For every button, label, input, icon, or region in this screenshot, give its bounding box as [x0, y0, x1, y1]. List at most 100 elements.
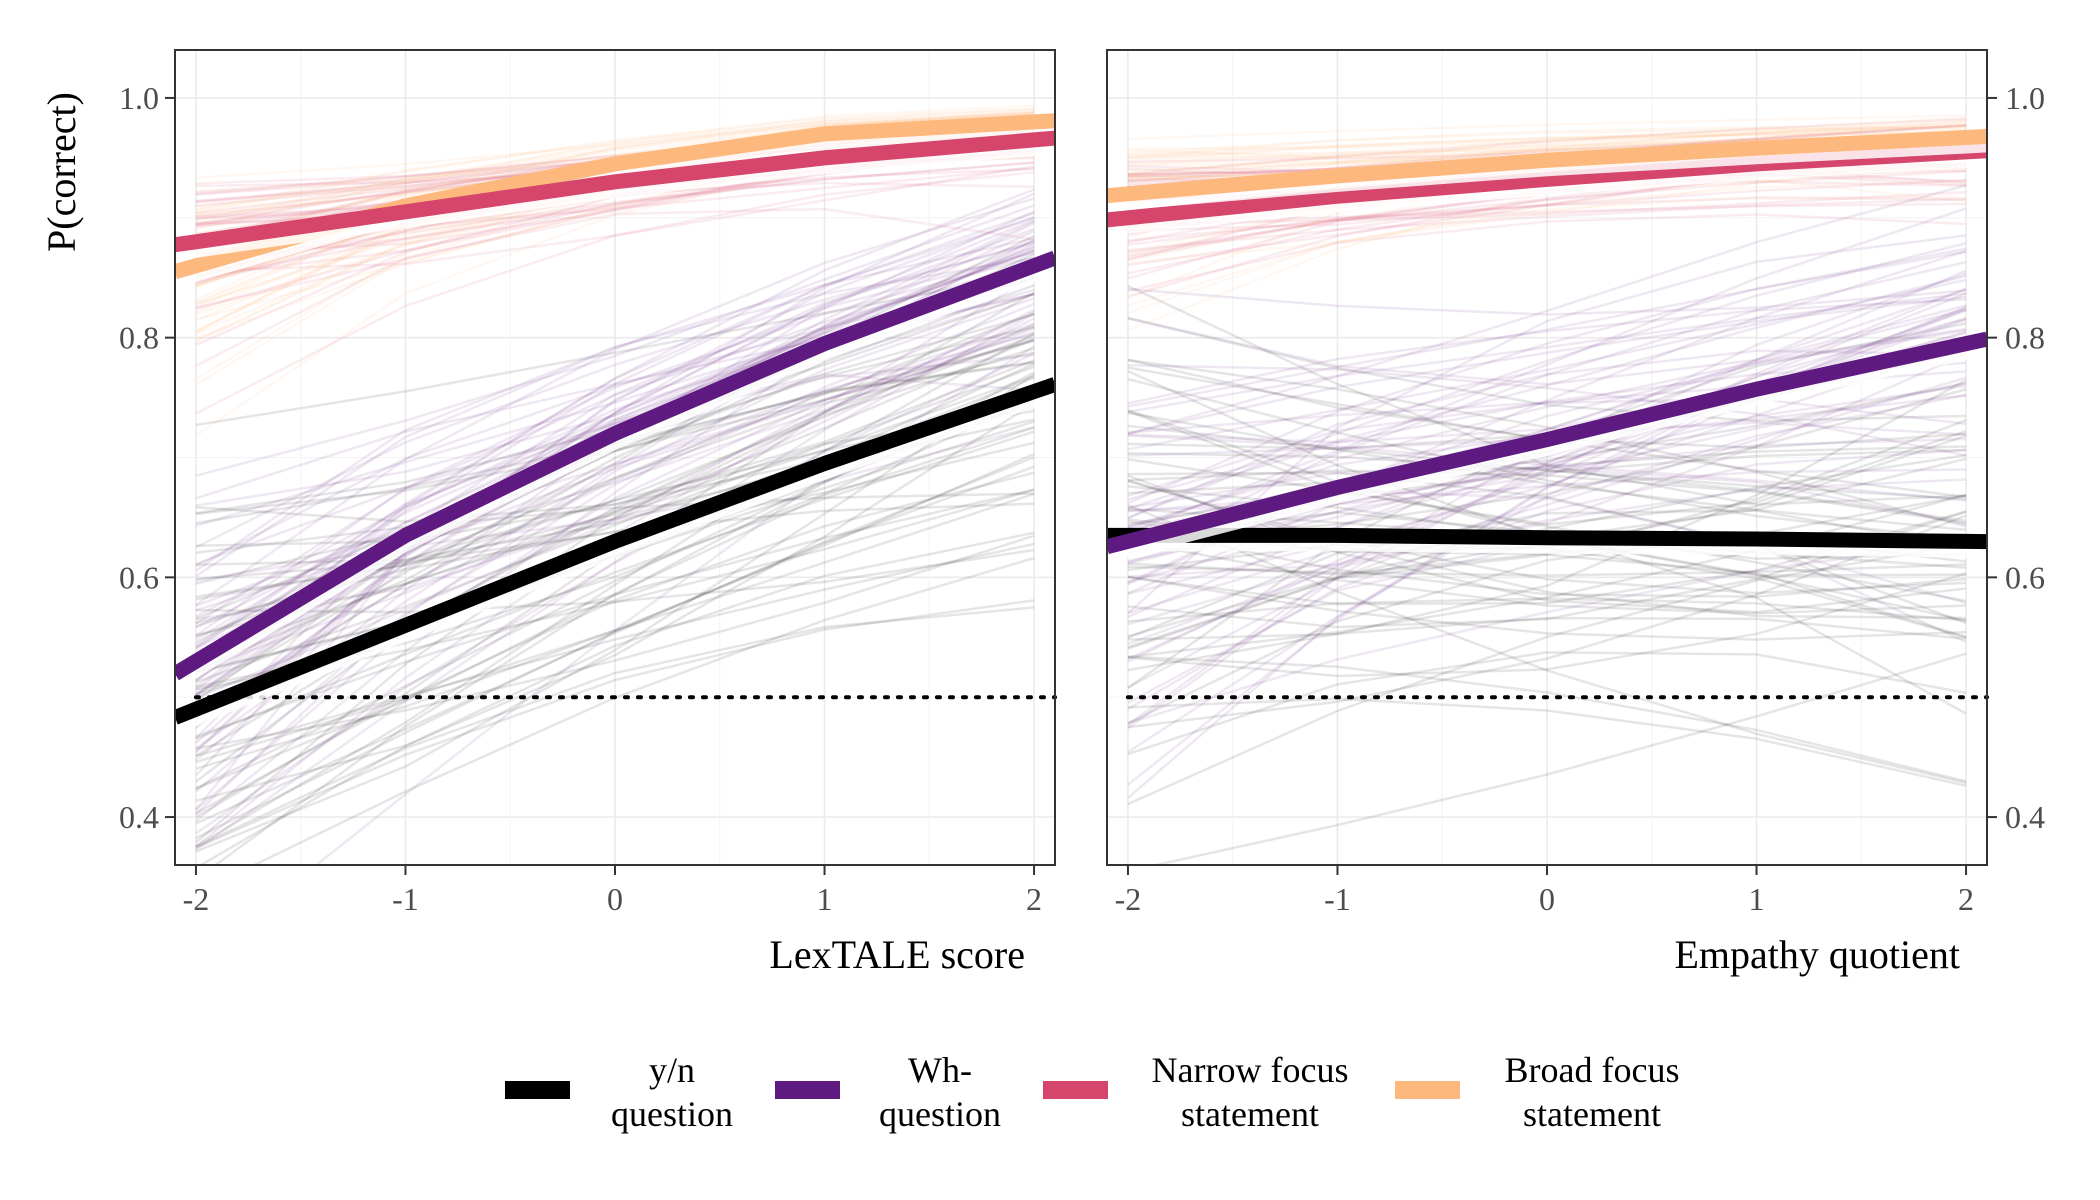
draw-line-wh [1127, 478, 1967, 646]
draw-line-yn [1127, 458, 1967, 603]
draw-line-yn [195, 492, 1035, 554]
draw-line-bf [1127, 128, 1967, 162]
draw-line-wh [1127, 292, 1967, 414]
draw-line-bf [195, 112, 1035, 179]
draw-line-wh [1127, 298, 1967, 405]
draw-line-yn [195, 465, 1035, 840]
y-tick-label: 0.8 [2005, 320, 2045, 356]
draw-line-wh [1127, 448, 1967, 711]
draw-line-nf [1127, 190, 1967, 227]
draw-line-wh [195, 352, 1035, 835]
draw-line-yn [1127, 651, 1967, 756]
draw-line-yn [1127, 597, 1967, 623]
legend-label-line2: question [879, 1094, 1001, 1134]
legend-item-yn: y/n question [505, 1050, 733, 1134]
legend-label-line1: Narrow focus [1152, 1050, 1349, 1090]
draw-line-wh [1127, 260, 1967, 556]
draw-line-bf [1127, 114, 1967, 141]
draw-line-wh [1127, 287, 1967, 660]
draw-line-wh [1127, 274, 1967, 501]
mean-line-wh [1107, 331, 1987, 555]
draw-line-nf [1127, 196, 1967, 246]
draw-line-yn [1127, 572, 1967, 678]
draw-line-yn [1127, 358, 1967, 528]
draw-line-wh [1127, 317, 1967, 729]
draw-line-bf [1127, 124, 1967, 175]
draw-line-wh [1127, 247, 1967, 505]
draw-line-wh [1127, 234, 1967, 615]
draw-line-wh [195, 274, 1035, 621]
mean-lines [1107, 128, 1987, 563]
y-tick-label: 0.6 [119, 559, 159, 595]
draw-line-wh [1127, 364, 1967, 457]
draw-line-wh [195, 262, 1035, 625]
draw-line-yn [195, 542, 1035, 758]
draw-line-bf [1127, 124, 1967, 159]
y-tick-label: 0.4 [119, 799, 159, 835]
draw-line-yn [195, 452, 1035, 770]
draw-line-yn [195, 430, 1035, 740]
x-tick-label: 0 [607, 881, 623, 917]
mean-lines [175, 113, 1055, 734]
draw-line-bf [1127, 130, 1967, 159]
draw-line-yn [195, 339, 1035, 516]
draw-line-yn [195, 365, 1035, 684]
draw-line-wh [195, 197, 1035, 606]
draw-line-wh [1127, 540, 1967, 725]
y-tick-label: 0.6 [2005, 559, 2045, 595]
draw-line-wh [195, 216, 1035, 683]
draw-line-wh [1127, 304, 1967, 386]
draw-line-wh [1127, 349, 1967, 520]
draw-line-yn [195, 373, 1035, 853]
legend-label-line1: y/n [649, 1050, 695, 1090]
y-axis: 0.4 0.6 0.8 1.0 [119, 80, 175, 835]
draw-line-wh [195, 325, 1035, 811]
legend-label-line2: question [611, 1094, 733, 1134]
draw-line-wh [1127, 250, 1967, 408]
draw-line-wh [195, 308, 1035, 673]
draw-line-bf [1127, 179, 1967, 314]
x-tick-label: -2 [183, 881, 210, 917]
draw-line-yn [195, 234, 1035, 672]
draw-line-nf [195, 170, 1035, 415]
draw-line-wh [195, 188, 1035, 647]
draw-line-wh [1127, 343, 1967, 595]
draw-line-bf [195, 107, 1035, 214]
draw-line-wh [195, 240, 1035, 777]
y-tick-label: 1.0 [2005, 80, 2045, 116]
x-axis: -2 -1 0 1 2 [1115, 865, 1974, 917]
draw-line-nf [1127, 169, 1967, 254]
draw-line-yn [1127, 411, 1967, 532]
draw-line-bf [195, 113, 1035, 221]
draw-line-nf [1127, 178, 1967, 242]
draw-line-wh [1127, 466, 1967, 526]
draw-line-wh [195, 241, 1035, 549]
draw-line-yn [195, 284, 1035, 697]
draw-line-yn [195, 441, 1035, 581]
draw-line-yn [195, 548, 1035, 614]
draw-line-nf [195, 161, 1035, 268]
draw-line-wh [1127, 295, 1967, 435]
draw-line-yn [1127, 514, 1967, 729]
legend-label-line1: Broad focus [1505, 1050, 1680, 1090]
draw-line-yn [195, 401, 1035, 803]
draw-line-wh [195, 322, 1035, 793]
draw-line-yn [195, 271, 1035, 427]
draw-line-wh [195, 237, 1035, 578]
mean-halo-bf [175, 122, 1055, 288]
mean-halo-yn [175, 386, 1055, 734]
draw-line-wh [1127, 397, 1967, 497]
draw-line-yn [1127, 509, 1967, 639]
draw-line-bf [1127, 195, 1967, 307]
draw-line-wh [195, 312, 1035, 851]
draw-line-yn [195, 534, 1035, 750]
mean-line-nf [175, 130, 1055, 253]
draw-line-wh [195, 297, 1035, 815]
draw-line-yn [195, 337, 1035, 637]
draw-line-bf [1127, 129, 1967, 178]
draw-line-yn [1127, 378, 1967, 641]
draw-line-wh [195, 256, 1035, 637]
draw-line-yn [1127, 479, 1967, 620]
draw-line-yn [1127, 453, 1967, 638]
